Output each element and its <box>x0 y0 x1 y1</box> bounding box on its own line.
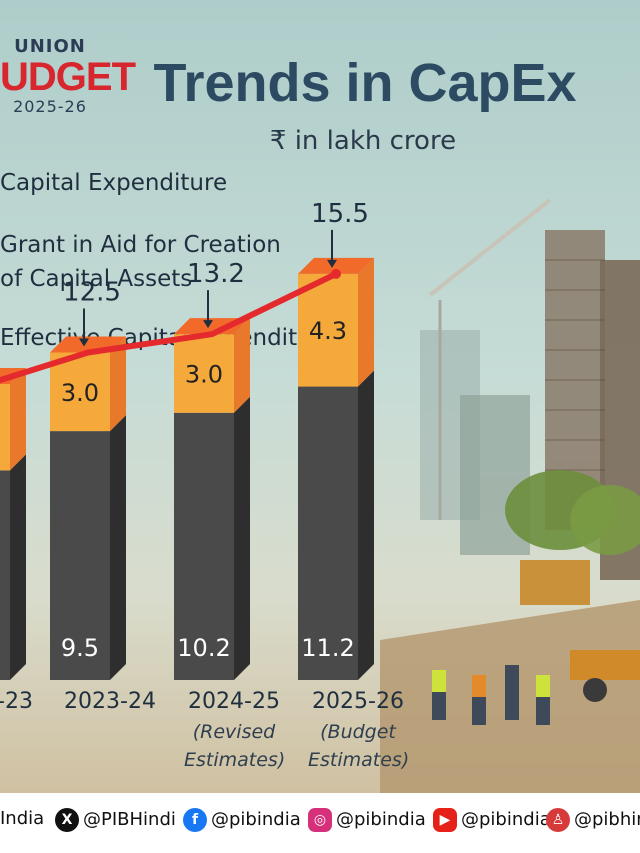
bar-grant-side-2023-24 <box>110 336 126 432</box>
year-label-0: -23 <box>0 689 33 714</box>
social-handle-1: @PIBHindi <box>83 809 176 830</box>
effective-capex-trend-line <box>0 270 339 384</box>
bar-2022-23 <box>0 367 26 680</box>
bar-capex-2024-25 <box>174 412 234 680</box>
social-handle-2: @pibindia <box>211 809 301 830</box>
koo-icon: ♙ <box>546 808 570 832</box>
trend-end-dot <box>331 268 341 279</box>
legend-grant: Grant in Aid for Creation of Capital Ass… <box>0 228 281 296</box>
capex-value-2023-24: 9.5 <box>61 634 99 662</box>
bar-capex-side-2024-25 <box>234 396 250 680</box>
year-note-2-text: (Revised Estimates) <box>184 721 286 771</box>
grant-value-2025-26: 4.3 <box>309 317 347 345</box>
social-item-4[interactable]: ▶ @pibindia <box>433 808 551 832</box>
social-handle-4: @pibindia <box>461 809 551 830</box>
capex-value-2025-26: 11.2 <box>301 634 354 662</box>
bar-2025-26 <box>298 257 374 680</box>
year-label-3: 2025-26 <box>312 689 404 714</box>
year-note-3-text: (Budget Estimates) <box>308 721 410 771</box>
year-label-1: 2023-24 <box>64 689 156 714</box>
bar-2024-25 <box>174 318 250 680</box>
social-handle-0: India <box>0 808 45 829</box>
instagram-icon: ◎ <box>308 808 332 832</box>
total-value-2024-25: 13.2 <box>187 259 245 289</box>
total-value-2025-26: 15.5 <box>311 199 369 229</box>
legend-grant-line1: Grant in Aid for Creation <box>0 232 281 258</box>
total-arrowhead-2024-25 <box>203 320 213 329</box>
bar-grant-2025-26 <box>298 273 358 387</box>
bar-grant-side-2025-26 <box>358 257 374 387</box>
logo-year-text: 2025-26 <box>13 97 87 116</box>
social-item-1[interactable]: X @PIBHindi <box>55 808 176 832</box>
bar-capex-side-2023-24 <box>110 415 126 680</box>
bar-2023-24 <box>50 336 126 680</box>
year-note-3: (Budget Estimates) <box>278 718 438 774</box>
twitter-x-icon: X <box>55 808 79 832</box>
social-handle-5: @pibhin <box>574 809 640 830</box>
logo-union-text: UNION <box>14 36 86 57</box>
grant-value-2023-24: 3.0 <box>61 379 99 407</box>
bar-capex-2025-26 <box>298 386 358 680</box>
bar-capex-2022-23 <box>0 470 10 680</box>
bar-top-2025-26 <box>298 257 374 274</box>
total-arrowhead-2023-24 <box>79 338 89 347</box>
unit-label: ₹ in lakh crore <box>269 126 457 156</box>
bar-grant-2022-23 <box>0 383 10 471</box>
legend-capex: Capital Expenditure <box>0 166 227 200</box>
bar-grant-side-2022-23 <box>10 367 26 471</box>
year-note-2: (Revised Estimates) <box>154 718 314 774</box>
bar-grant-side-2024-25 <box>234 318 250 413</box>
facebook-icon: f <box>183 808 207 832</box>
youtube-icon: ▶ <box>433 808 457 832</box>
legend-capex-label: Capital Expenditure <box>0 170 228 196</box>
year-label-2: 2024-25 <box>188 689 280 714</box>
total-arrowhead-2025-26 <box>327 259 337 268</box>
capex-value-2024-25: 10.2 <box>177 634 230 662</box>
bar-grant-2024-25 <box>174 334 234 413</box>
social-item-0[interactable]: India <box>0 808 44 829</box>
social-item-5[interactable]: ♙@pibhin <box>546 808 640 832</box>
social-handle-3: @pibindia <box>336 809 426 830</box>
bar-capex-side-2022-23 <box>10 454 26 680</box>
legend-grant-line2: of Capital Assets <box>0 266 193 292</box>
bar-grant-2023-24 <box>50 352 110 432</box>
page-title: Trends in CapEx <box>153 53 577 113</box>
social-item-2[interactable]: f @pibindia <box>183 808 301 832</box>
social-item-3[interactable]: ◎ @pibindia <box>308 808 426 832</box>
grant-value-2024-25: 3.0 <box>185 360 223 388</box>
bar-capex-2023-24 <box>50 431 110 680</box>
total-value-2023-24: 12.5 <box>63 278 121 308</box>
bar-capex-side-2025-26 <box>358 370 374 680</box>
